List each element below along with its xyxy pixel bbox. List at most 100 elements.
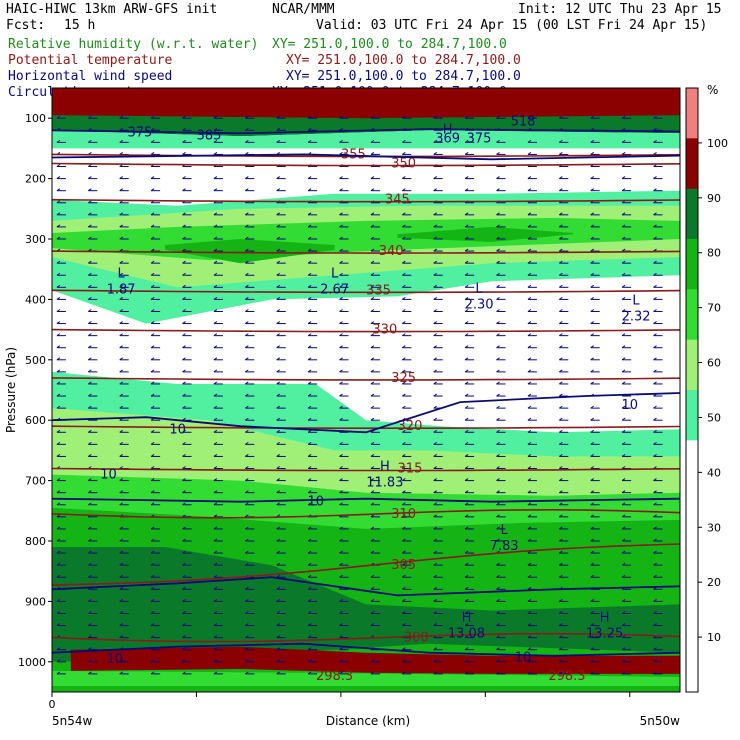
wind-vector-head [402, 393, 406, 397]
wind-vector-head [150, 550, 155, 554]
wind-vector-head [119, 369, 123, 373]
wind-vector-head [307, 321, 312, 324]
wind-vector-head [182, 369, 186, 373]
wind-vector-head [370, 574, 375, 578]
wind-vector-head [433, 526, 437, 530]
wind-vector-head [276, 562, 280, 566]
wind-vector-head [496, 429, 500, 433]
wind-vector-head [276, 321, 280, 324]
wind-vector-head [213, 478, 218, 482]
wind-vector-head [245, 538, 249, 542]
wind-vector-head [527, 635, 532, 639]
colorbar-segment [686, 591, 698, 643]
wind-vector-head [307, 369, 312, 373]
wind-vector-head [590, 152, 594, 155]
wind-vector-head [527, 490, 532, 494]
wind-vector-head [621, 562, 626, 566]
wind-vector-head [245, 550, 249, 554]
wind-vector-head [464, 514, 469, 518]
wind-vector-head [182, 466, 186, 469]
wind-vector-head [621, 514, 626, 518]
wind-vector-head [653, 478, 657, 482]
wind-vector-head [119, 260, 123, 264]
wind-vector-head [307, 454, 312, 457]
wind-vector-head [339, 574, 343, 578]
wind-vector-head [496, 611, 500, 614]
wind-vector-head [370, 538, 375, 542]
wind-vector-head [370, 659, 375, 663]
wind-vector-head [88, 550, 92, 554]
x-start-label: 5n54w [52, 714, 93, 728]
wind-vector-head [182, 526, 186, 530]
wind-vector-head [653, 248, 657, 252]
wind-vector-head [56, 236, 61, 240]
extremum-type: L [475, 281, 483, 296]
wind-vector-head [464, 224, 469, 228]
wind-vector-head [245, 345, 249, 349]
rh-band [52, 130, 680, 149]
wind-vector-head [119, 309, 123, 312]
wind-vector-head [496, 478, 500, 482]
wind-vector-head [56, 647, 61, 651]
wind-vector-head [590, 514, 594, 518]
wind-vector-head [276, 466, 280, 469]
wind-vector-head [88, 212, 92, 216]
wind-vector-head [88, 393, 92, 397]
wind-vector-head [559, 357, 563, 361]
wind-vector-head [119, 490, 123, 494]
wind-vector-head [370, 321, 375, 324]
wind-vector-head [496, 454, 500, 457]
wind-vector-head [653, 623, 657, 626]
wind-vector-head [307, 586, 312, 590]
wind-vector-head [88, 381, 92, 385]
wind-vector-head [653, 212, 657, 216]
wind-vector-head [527, 321, 532, 324]
wind-vector-head [276, 369, 280, 373]
wind-vector-head [88, 309, 92, 312]
wind-vector-head [433, 454, 437, 457]
wind-vector-head [590, 224, 594, 228]
x-axis-label: Distance (km) [326, 714, 410, 728]
wind-vector-head [402, 611, 406, 614]
wind-vector-head [653, 490, 657, 494]
wind-vector-head [150, 369, 155, 373]
wind-vector-head [590, 236, 594, 240]
wind-vector-head [464, 176, 469, 180]
wind-vector-head [590, 369, 594, 373]
wind-vector-head [182, 321, 186, 324]
colorbar-segment [686, 88, 698, 139]
wind-vector-head [496, 538, 500, 542]
wind-vector-head [464, 478, 469, 482]
wind-vector-head [213, 236, 218, 240]
wind-vector-head [402, 490, 406, 494]
wind-vector-head [433, 429, 437, 433]
wind-vector-head [653, 139, 657, 143]
wind-vector-head [56, 574, 61, 578]
wind-vector-head [464, 659, 469, 663]
wind-vector-head [182, 333, 186, 337]
extra-contour-label: H [443, 122, 453, 137]
wind-vector-head [370, 212, 375, 216]
wind-vector-head [402, 647, 406, 651]
theta-contour-line [51, 198, 681, 203]
wind-vector-head [213, 502, 218, 506]
wind-vector-head [496, 466, 500, 469]
wind-vector-head [590, 260, 594, 264]
wind-vector-head [339, 369, 343, 373]
extremum-type: L [501, 523, 509, 538]
wind-vector-head [182, 357, 186, 361]
wind-contour-label: 10 [169, 422, 186, 437]
wind-vector-head [56, 115, 61, 119]
wind-vector-head [150, 381, 155, 385]
wind-vector-head [56, 454, 61, 457]
wind-vector-head [527, 405, 532, 409]
wind-vector-head [119, 574, 123, 578]
y-tick-label: 1000 [18, 656, 46, 669]
wind-vector-head [245, 611, 249, 614]
wind-vector-head [559, 224, 563, 228]
wind-vector-head [621, 115, 626, 119]
wind-vector-head [433, 333, 437, 337]
wind-vector-head [119, 127, 123, 131]
wind-vector-head [245, 115, 249, 119]
wind-vector-head [245, 514, 249, 518]
